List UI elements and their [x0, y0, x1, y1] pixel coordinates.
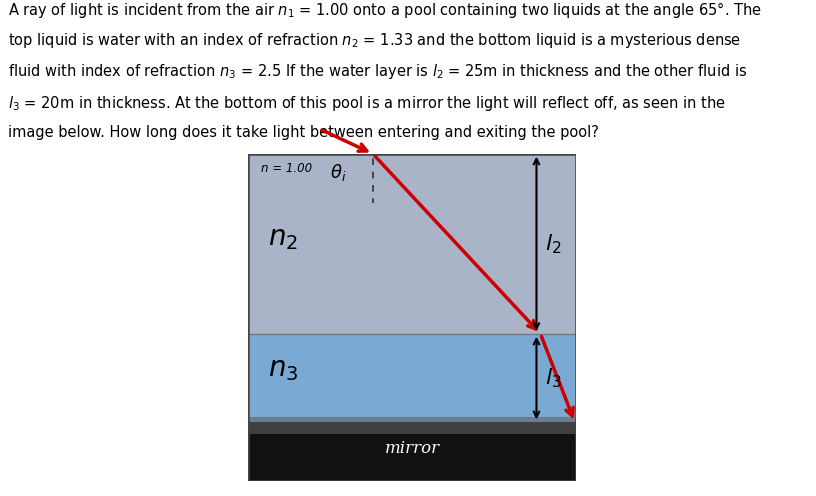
Text: $n_3$: $n_3$: [268, 356, 299, 383]
Bar: [248, 154, 576, 334]
Text: n = 1.00: n = 1.00: [261, 162, 313, 175]
Text: $\theta_i$: $\theta_i$: [330, 162, 347, 184]
Text: $l_2$: $l_2$: [544, 232, 561, 255]
Text: mirror: mirror: [384, 440, 440, 457]
Text: fluid with index of refraction $n_3$ = 2.5 If the water layer is $l_2$ = 25m in : fluid with index of refraction $n_3$ = 2…: [8, 62, 747, 81]
Text: image below. How long does it take light between entering and exiting the pool?: image below. How long does it take light…: [8, 125, 599, 140]
Bar: [248, 422, 576, 481]
Text: $l_3$ = 20m in thickness. At the bottom of this pool is a mirror the light will : $l_3$ = 20m in thickness. At the bottom …: [8, 94, 725, 113]
Text: $l_3$: $l_3$: [544, 366, 561, 390]
Text: $n_2$: $n_2$: [268, 225, 298, 252]
Bar: [248, 334, 576, 422]
Text: A ray of light is incident from the air $n_1$ = 1.00 onto a pool containing two : A ray of light is incident from the air …: [8, 0, 762, 20]
Text: top liquid is water with an index of refraction $n_2$ = 1.33 and the bottom liqu: top liquid is water with an index of ref…: [8, 31, 742, 50]
Bar: [248, 417, 576, 434]
